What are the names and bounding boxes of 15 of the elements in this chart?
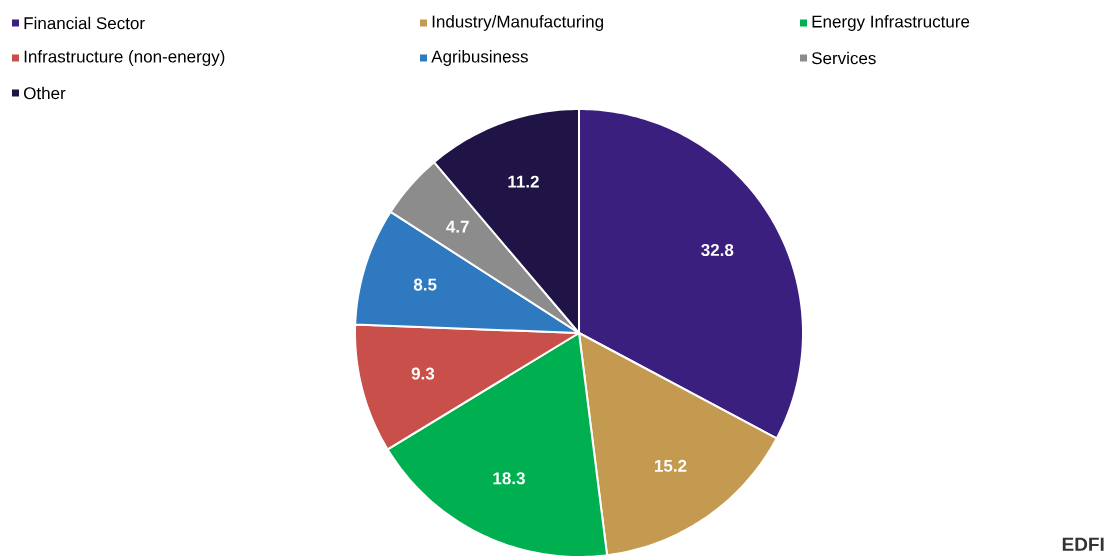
legend-label: Energy Infrastructure — [812, 15, 970, 31]
legend-label: Agribusiness — [431, 50, 528, 66]
data-label: 18.3 — [493, 472, 525, 485]
legend-label: Services — [811, 51, 876, 65]
legend-label: Financial Sector — [24, 16, 145, 30]
data-label: 15.2 — [655, 459, 687, 472]
data-label: 4.7 — [446, 220, 469, 233]
data-label: 32.8 — [701, 243, 734, 257]
data-label: 9.3 — [411, 367, 435, 380]
text: EDFI — [1062, 537, 1104, 551]
data-label: 8.5 — [413, 278, 437, 291]
data-label: 11.2 — [508, 175, 539, 188]
legend-label: Industry/Manufacturing — [432, 15, 604, 31]
legend-label: Infrastructure (non-energy) — [24, 50, 225, 66]
legend-label: Other — [24, 86, 66, 100]
